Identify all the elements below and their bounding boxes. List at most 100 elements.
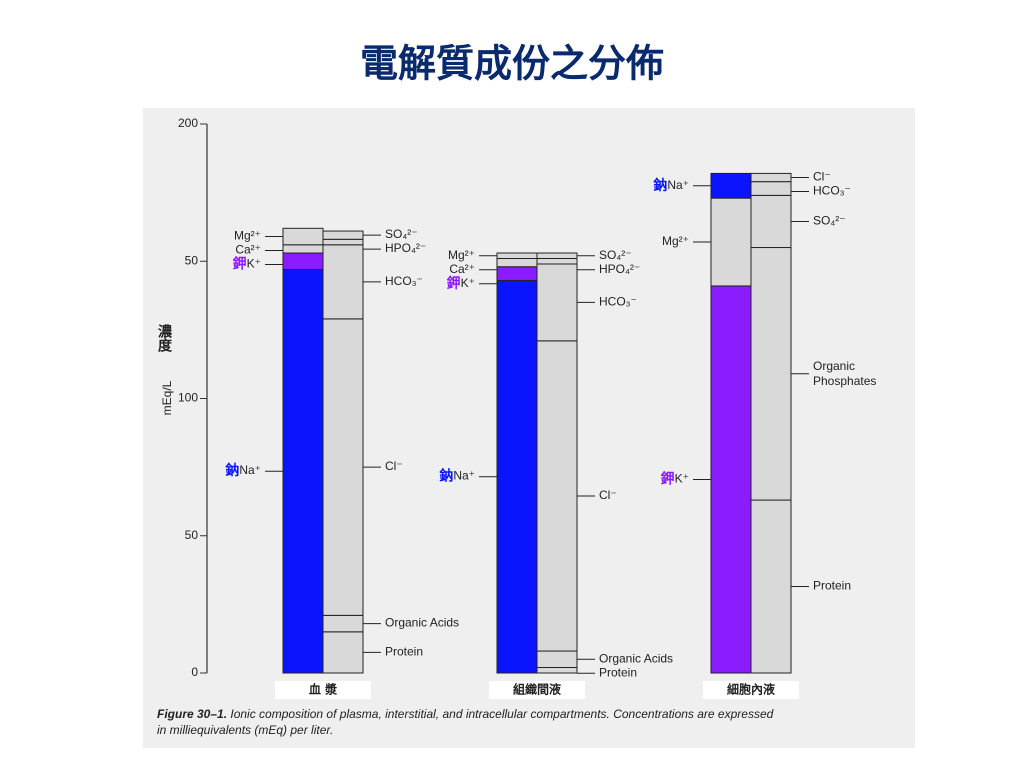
segment bbox=[750, 181, 792, 196]
caption-line: Ionic composition of plasma, interstitia… bbox=[230, 707, 773, 721]
segment bbox=[282, 227, 324, 246]
y-tick-label: 200 bbox=[178, 116, 198, 130]
segment-label: Organic Acids bbox=[385, 616, 459, 630]
segment-label-text: Protein bbox=[599, 665, 637, 679]
column-label: 組織間液 bbox=[513, 682, 561, 697]
segment-label: SO₄²⁻ bbox=[385, 227, 418, 241]
segment-label: Cl⁻ bbox=[813, 170, 831, 184]
segment-label: Mg²⁺ bbox=[234, 229, 261, 243]
segment bbox=[750, 499, 792, 674]
segment bbox=[750, 247, 792, 501]
segment-label-text: K⁺ bbox=[247, 257, 261, 271]
segment bbox=[750, 172, 792, 183]
segment bbox=[322, 230, 364, 240]
segment-label: 鈉Na⁺ bbox=[653, 177, 689, 194]
segment-label-text: SO₄²⁻ bbox=[813, 214, 846, 228]
segment-label-zh: 鉀 bbox=[233, 256, 247, 273]
segment-label-text: Cl⁻ bbox=[385, 459, 403, 473]
segment-label: 鉀K⁺ bbox=[233, 256, 261, 273]
segment-label-text: Ca²⁺ bbox=[449, 262, 475, 276]
segment bbox=[536, 258, 578, 265]
segment-label: Mg²⁺ bbox=[662, 234, 689, 248]
segment bbox=[536, 667, 578, 674]
segment bbox=[750, 194, 792, 249]
segment-label-text: Na⁺ bbox=[453, 469, 475, 483]
segment-label: Protein bbox=[599, 665, 637, 679]
column-label: 細胞內液 bbox=[727, 682, 775, 697]
segment-label-text: HPO₄²⁻ bbox=[385, 241, 426, 255]
segment-label: SO₄²⁻ bbox=[599, 248, 632, 262]
segment-label: Ca²⁺ bbox=[235, 243, 261, 257]
segment bbox=[282, 268, 324, 674]
segment-label: Mg²⁺ bbox=[448, 248, 475, 262]
segment-label-text: K⁺ bbox=[675, 472, 689, 486]
segment bbox=[536, 650, 578, 669]
segment-label-text: Mg²⁺ bbox=[448, 248, 475, 262]
y-tick-label: 50 bbox=[185, 253, 199, 267]
segment-label-zh: 鈉 bbox=[439, 468, 453, 485]
segment-label-text: Ca²⁺ bbox=[235, 243, 261, 257]
segment-label: 鈉Na⁺ bbox=[439, 468, 475, 485]
column-label-bg bbox=[703, 681, 799, 699]
segment-label: Protein bbox=[813, 579, 851, 593]
segment bbox=[710, 172, 752, 199]
segment-label: HCO₃⁻ bbox=[813, 184, 851, 198]
segment-label-zh: 鉀 bbox=[661, 470, 675, 487]
segment-label-zh: 鈉 bbox=[225, 462, 239, 479]
segment-label: 鈉Na⁺ bbox=[225, 462, 261, 479]
segment-label: HPO₄²⁻ bbox=[599, 262, 640, 276]
segment-label: Ca²⁺ bbox=[449, 262, 475, 276]
segment-label: HCO₃⁻ bbox=[599, 295, 637, 309]
segment-label: HCO₃⁻ bbox=[385, 274, 423, 288]
segment bbox=[282, 244, 324, 254]
y-tick-label: 50 bbox=[185, 528, 199, 542]
segment-label-text: SO₄²⁻ bbox=[599, 248, 632, 262]
segment-label-text: Organic Acids bbox=[599, 651, 673, 665]
segment bbox=[496, 252, 538, 260]
segment bbox=[536, 252, 578, 260]
y-tick-label: 100 bbox=[178, 391, 198, 405]
segment bbox=[536, 263, 578, 342]
segment-label-text: Protein bbox=[385, 645, 423, 659]
segment-label-line: Phosphates bbox=[813, 374, 876, 388]
y-axis-label: mEq/L bbox=[160, 380, 174, 415]
segment-label-line: Organic bbox=[813, 359, 855, 373]
caption: Figure 30–1. Ionic composition of plasma… bbox=[157, 707, 774, 721]
segment-label: Organic Acids bbox=[599, 651, 673, 665]
segment bbox=[710, 197, 752, 287]
caption-line: in milliequivalents (mEq) per liter. bbox=[157, 723, 333, 737]
segment-label-text: K⁺ bbox=[461, 276, 475, 290]
segment-label: 鉀K⁺ bbox=[661, 470, 689, 487]
caption-label: Figure 30–1. bbox=[157, 707, 227, 721]
segment bbox=[496, 279, 538, 674]
segment-label: Protein bbox=[385, 645, 423, 659]
y-axis-label-zh: 濃度 bbox=[156, 323, 172, 353]
segment-label: Organic Phosphates bbox=[813, 359, 876, 388]
segment bbox=[322, 244, 364, 320]
segment-label: Cl⁻ bbox=[385, 459, 403, 473]
segment bbox=[322, 614, 364, 633]
segment-label-text: SO₄²⁻ bbox=[385, 227, 418, 241]
segment bbox=[710, 285, 752, 674]
slide-title: 電解質成份之分佈 bbox=[360, 42, 664, 86]
column-label-bg bbox=[275, 681, 371, 699]
segment-label-text: Na⁺ bbox=[239, 463, 261, 477]
segment-label-text: HCO₃⁻ bbox=[385, 274, 423, 288]
column-label-bg bbox=[489, 681, 585, 699]
segment bbox=[282, 252, 324, 270]
segment-label: Cl⁻ bbox=[599, 488, 617, 502]
segment-label-text: HPO₄²⁻ bbox=[599, 262, 640, 276]
segment bbox=[322, 631, 364, 674]
segment-label-text: Mg²⁺ bbox=[662, 234, 689, 248]
segment bbox=[322, 318, 364, 616]
segment-label-text: HCO₃⁻ bbox=[813, 184, 851, 198]
segment bbox=[322, 238, 364, 246]
y-tick-label: 0 bbox=[191, 665, 198, 679]
segment-label-zh: 鈉 bbox=[653, 177, 667, 194]
segment-label-zh: 鉀 bbox=[447, 275, 461, 292]
segment-label-text: Mg²⁺ bbox=[234, 229, 261, 243]
segment-label-text: Na⁺ bbox=[667, 178, 689, 192]
segment bbox=[496, 258, 538, 268]
segment-label-text: Protein bbox=[813, 579, 851, 593]
